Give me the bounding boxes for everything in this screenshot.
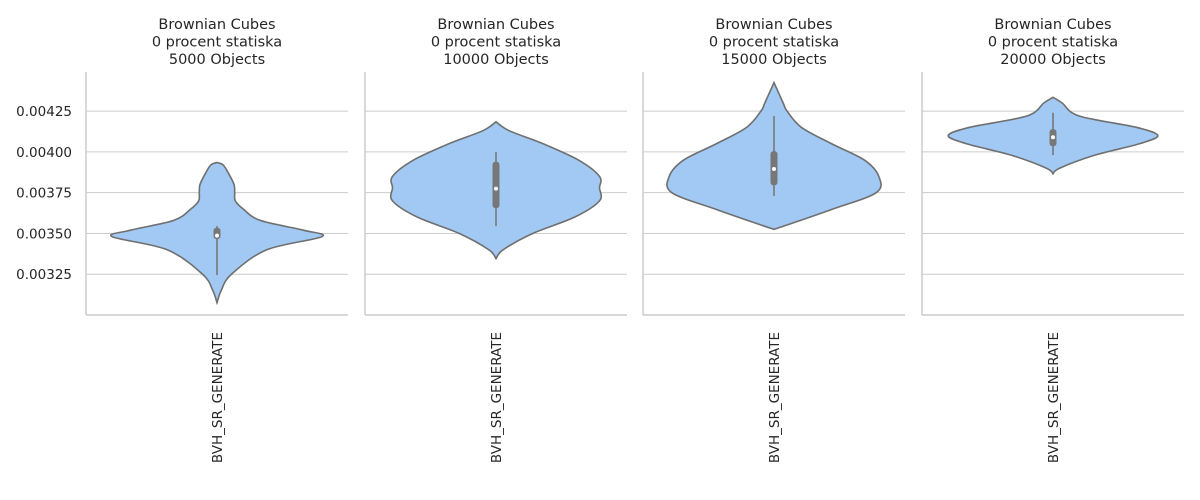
panel-title-line: 0 procent statiska [431,35,561,51]
panel-title-line: 10000 Objects [443,52,549,68]
facet-panel-1: 0.00325 0.00350 0.00375 0.00400 0.00425 Brown… [16,17,348,463]
panel-title-line: Brownian Cubes [158,17,275,33]
panel-title-line: 0 procent statiska [988,35,1118,51]
y-tick-label: 0.00350 [16,226,72,242]
panel-title-line: 20000 Objects [1000,52,1106,68]
x-tick-label: BVH_SR_GENERATE [210,332,226,463]
median-point [215,233,219,238]
panel-title-line: 0 procent statiska [152,35,282,51]
median-point [772,167,776,172]
y-tick-label: 0.00400 [16,145,72,161]
panel-title-line: Brownian Cubes [994,17,1111,33]
median-point [494,186,498,191]
panel-title-line: 5000 Objects [169,52,265,68]
x-tick-label: BVH_SR_GENERATE [489,332,505,463]
x-tick-label: BVH_SR_GENERATE [1046,332,1062,463]
panel-title-line: 0 procent statiska [709,35,839,51]
panel-title-line: Brownian Cubes [715,17,832,33]
y-tick-label: 0.00325 [16,267,72,283]
panel-title-line: Brownian Cubes [437,17,554,33]
y-tick-label: 0.00425 [16,104,72,120]
y-tick-label: 0.00375 [16,186,72,202]
x-tick-label: BVH_SR_GENERATE [767,332,783,463]
median-point [1051,135,1055,140]
panel-title-line: 15000 Objects [721,52,827,68]
iqr-box [492,161,500,209]
